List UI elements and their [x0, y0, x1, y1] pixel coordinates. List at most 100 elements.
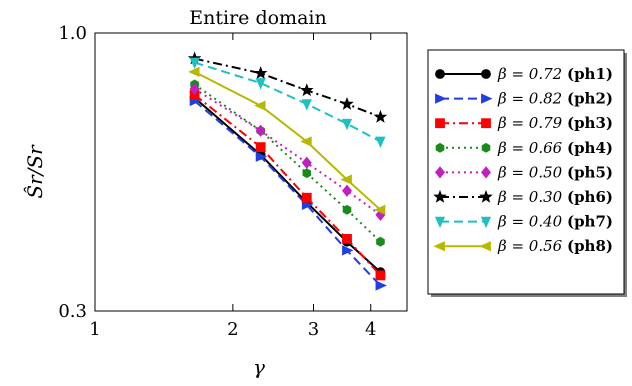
legend-tag: (ph7)	[567, 213, 613, 231]
legend-marker	[434, 166, 446, 179]
data-point	[300, 136, 312, 147]
series-4	[190, 79, 385, 247]
data-point	[255, 151, 268, 162]
legend-tag: (ph4)	[567, 139, 613, 157]
x-axis-label: γ	[253, 355, 265, 379]
chart-title: Entire domain	[189, 7, 326, 29]
legend-item: β = 0.50 (ph5)	[434, 163, 613, 181]
legend-marker	[435, 118, 445, 129]
legend-tag: (ph5)	[567, 163, 613, 181]
legend-item: β = 0.72 (ph1)	[435, 65, 613, 83]
data-point	[375, 270, 386, 281]
series-5	[189, 82, 386, 221]
legend-tag: (ph3)	[567, 114, 613, 132]
legend-beta: β = 0.30	[497, 188, 563, 206]
data-point	[301, 99, 312, 111]
legend-items: β = 0.72 (ph1) β = 0.82 (ph2) β = 0.79 (ph…	[433, 65, 613, 255]
legend-marker	[433, 189, 447, 203]
series-line	[194, 70, 382, 211]
legend-marker	[479, 241, 491, 252]
legend-marker	[481, 142, 491, 153]
series-layer	[187, 51, 388, 291]
legend-item: β = 0.56 (ph8)	[433, 237, 613, 255]
series-line	[193, 100, 382, 287]
legend-marker	[433, 241, 445, 252]
series-line	[194, 83, 382, 243]
legend-item: β = 0.79 (ph3)	[435, 114, 613, 132]
data-point	[341, 118, 353, 131]
legend-label: β = 0.72 (ph1)	[497, 65, 613, 83]
data-point	[189, 57, 200, 69]
data-point	[376, 236, 385, 247]
x-tick-label: 3	[308, 319, 319, 340]
data-point	[342, 245, 354, 256]
legend-beta: β = 0.72	[497, 65, 562, 83]
legend-item: β = 0.30 (ph6)	[433, 188, 613, 206]
legend-label: β = 0.82 (ph2)	[497, 90, 613, 108]
y-tick-label: 0.3	[58, 301, 87, 322]
legend-label: β = 0.50 (ph5)	[497, 163, 613, 181]
plot-frame	[94, 32, 408, 312]
data-point	[375, 280, 387, 291]
legend-label: β = 0.79 (ph3)	[497, 114, 613, 132]
series-line	[194, 57, 381, 118]
data-point	[189, 82, 200, 96]
legend-label: β = 0.30 (ph6)	[497, 188, 613, 206]
x-tick-label: 2	[227, 319, 238, 340]
legend-beta: β = 0.79	[497, 114, 563, 132]
data-point	[340, 174, 352, 185]
legend-beta: β = 0.40	[497, 213, 563, 231]
data-point	[255, 124, 266, 137]
legend-item: β = 0.40 (ph7)	[434, 213, 613, 231]
axis-ticks: 1 2 3 4 0.3 1.0	[58, 23, 407, 340]
series-2	[189, 95, 387, 291]
data-point	[373, 109, 388, 123]
legend-marker	[435, 142, 445, 153]
data-point	[255, 142, 266, 153]
legend-beta: β = 0.50	[497, 163, 563, 181]
data-point	[301, 192, 312, 203]
data-point	[342, 204, 352, 215]
legend-marker	[481, 93, 493, 104]
data-point	[340, 96, 354, 110]
data-point	[373, 204, 386, 215]
x-tick-label: 1	[89, 319, 100, 340]
legend-tag: (ph8)	[567, 237, 613, 255]
data-point	[302, 168, 312, 179]
data-point	[299, 83, 314, 97]
legend-marker	[434, 216, 446, 229]
legend-marker	[481, 69, 491, 79]
data-point	[301, 199, 314, 211]
series-line	[194, 88, 382, 216]
legend-beta: β = 0.66	[497, 139, 563, 157]
legend-label: β = 0.56 (ph8)	[497, 237, 613, 255]
data-point	[375, 136, 386, 148]
legend-marker	[479, 189, 493, 203]
legend-beta: β = 0.56	[497, 237, 563, 255]
y-tick-label: 1.0	[58, 23, 87, 44]
legend-marker	[481, 118, 491, 129]
data-point	[301, 156, 312, 169]
series-7	[189, 57, 386, 148]
legend-item: β = 0.66 (ph4)	[435, 139, 613, 157]
data-point	[254, 100, 266, 111]
data-point	[341, 184, 353, 197]
legend-label: β = 0.40 (ph7)	[497, 213, 613, 231]
legend-tag: (ph6)	[567, 188, 613, 206]
data-point	[188, 66, 200, 78]
legend-item: β = 0.82 (ph2)	[435, 90, 613, 108]
data-point	[255, 78, 266, 90]
legend: β = 0.72 (ph1) β = 0.82 (ph2) β = 0.79 (ph…	[427, 49, 627, 297]
x-tick-label: 4	[365, 319, 376, 340]
legend-label: β = 0.66 (ph4)	[497, 139, 613, 157]
legend-marker	[480, 166, 492, 179]
legend-tag: (ph1)	[567, 65, 613, 83]
legend-marker	[435, 69, 445, 79]
series-6	[187, 51, 388, 123]
data-point	[342, 233, 352, 244]
y-axis-label: Ŝr/Sr	[22, 144, 47, 199]
legend-marker	[435, 93, 447, 104]
legend-marker	[480, 216, 492, 229]
legend-tag: (ph2)	[567, 90, 613, 108]
